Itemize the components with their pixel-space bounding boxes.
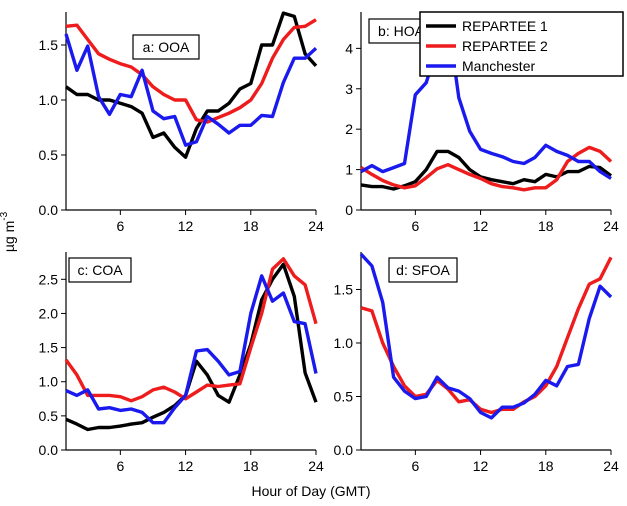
panel-label-text: b: HOA [378,23,425,39]
y-tick-label: 1.0 [39,374,59,390]
panel-label-box [68,257,132,283]
y-tick-label: 2 [345,121,353,137]
series-line-repartee-1 [65,262,318,432]
series-group [360,17,613,192]
x-tick-label: 12 [473,458,489,474]
x-tick-label: 6 [411,218,419,234]
y-tick-label: 1 [345,162,353,178]
legend-label: REPARTEE 1 [462,18,548,34]
series-group [64,11,318,159]
panel-label-c-coa: c: COA [68,257,132,283]
x-tick-label: 24 [603,218,619,234]
x-axis-title: Hour of Day (GMT) [251,483,370,499]
y-tick-label: 2.5 [39,271,59,287]
panel-d-sfoa: 0.0 0.5 1.0 1.5 6 12 18 24 d: SFOA [334,252,619,474]
panel-label-text: d: SFOA [396,262,450,278]
series-line-manchester [359,252,613,420]
x-tick-label: 18 [243,458,259,474]
y-tick-label: 0.5 [334,388,354,404]
y-tick-label: 0 [345,202,353,218]
y-tick-label: 0.5 [39,408,59,424]
panel-a-ooa: 0.0 0.5 1.0 1.5 6 12 18 24 a: OOA [39,11,324,234]
x-tick-label: 18 [538,218,554,234]
y-tick-label: 2.0 [39,305,59,321]
series-line-manchester [64,33,318,147]
legend-item-repartee-2: REPARTEE 2 [426,38,548,54]
y-tick-label: 1.5 [39,340,59,356]
legend-items: REPARTEE 1 REPARTEE 2 Manchester [426,18,548,74]
x-tick-label: 24 [308,218,324,234]
y-axis-title: µg m-3 [0,211,17,252]
series-line-repartee-2 [360,256,613,415]
y-tick-label: 1.5 [334,281,354,297]
series-line-repartee-2 [360,145,613,192]
panel-label-box [132,34,200,60]
x-tick-label: 24 [308,458,324,474]
panel-label-box [388,257,458,283]
y-tick-label: 0.0 [39,442,59,458]
x-tick-label: 6 [116,458,124,474]
legend-item-manchester: Manchester [426,58,535,74]
y-axis-title-superscript: -3 [0,211,10,220]
legend-label: Manchester [462,58,535,74]
y-tick-label: 4 [345,40,353,56]
series-line-repartee-2 [64,257,318,403]
x-tick-label: 24 [603,458,619,474]
legend-label: REPARTEE 2 [462,38,548,54]
legend-item-repartee-1: REPARTEE 1 [426,18,548,34]
y-tick-label: 1.0 [334,335,354,351]
y-tick-label: 1.5 [39,37,59,53]
y-tick-label: 0.0 [334,442,354,458]
y-tick-label: 0.0 [39,202,59,218]
series-line-manchester [360,17,612,180]
panel-c-coa: 0.0 0.5 1.0 1.5 2.0 2.5 6 12 18 24 c: COA [39,252,324,474]
x-tick-label: 12 [178,218,194,234]
x-tick-label: 12 [473,218,489,234]
x-tick-label: 18 [243,218,259,234]
series-line-manchester [65,274,318,425]
series-line-repartee-2 [65,18,317,124]
y-tick-label: 3 [345,81,353,97]
y-tick-label: 1.0 [39,92,59,108]
x-tick-label: 6 [116,218,124,234]
x-tick-label: 18 [538,458,554,474]
y-tick-label: 0.5 [39,147,59,163]
series-group [64,257,318,432]
panel-label-text: c: COA [77,262,123,278]
panel-label-text: a: OOA [143,39,190,55]
series-group [359,252,613,420]
y-axis-title-main: µg m [1,221,17,252]
x-tick-label: 6 [411,458,419,474]
legend: REPARTEE 1 REPARTEE 2 Manchester [419,11,624,77]
x-tick-label: 12 [178,458,194,474]
panel-label-d-sfoa: d: SFOA [388,257,458,283]
panel-label-a-ooa: a: OOA [132,34,200,60]
